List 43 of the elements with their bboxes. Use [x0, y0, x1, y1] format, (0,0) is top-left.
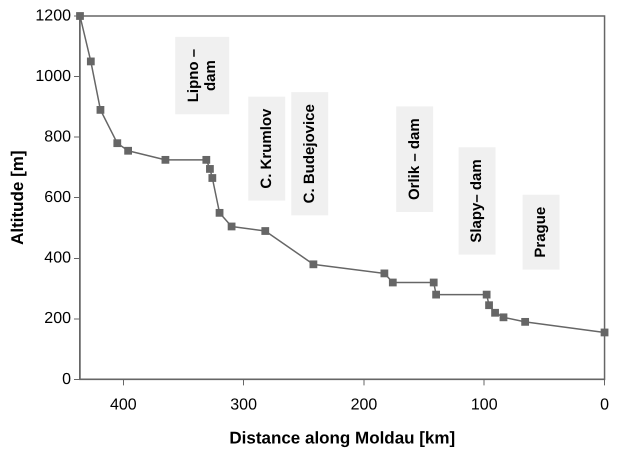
y-axis-title: Altitude [m] [8, 150, 27, 245]
point [206, 165, 214, 173]
x-tick-label: 100 [470, 396, 498, 414]
point [228, 222, 236, 230]
y-tick-label: 600 [44, 189, 72, 206]
point [202, 156, 210, 164]
point [96, 106, 104, 114]
point [388, 278, 397, 286]
point [432, 290, 440, 298]
y-tick-label: 800 [44, 128, 72, 146]
annotation: C. Budejovice [300, 104, 318, 204]
x-tick-label: 300 [230, 396, 258, 414]
point [162, 156, 170, 164]
point [261, 227, 270, 235]
point [208, 174, 216, 182]
x-tick-label: 0 [600, 396, 610, 414]
x-tick-label: 200 [350, 396, 378, 414]
y-tick-label: 0 [62, 370, 72, 388]
y-tick-label: 1000 [35, 68, 72, 85]
point [124, 146, 132, 155]
point [113, 139, 122, 148]
point [86, 58, 95, 66]
annotation: Orlik – dam [406, 118, 423, 200]
point [491, 308, 499, 317]
y-tick-label: 200 [44, 310, 72, 328]
point [380, 270, 388, 278]
point [216, 208, 224, 217]
point [485, 301, 493, 310]
annotation: Slapy– dam [468, 159, 486, 243]
point [310, 260, 318, 268]
point [482, 290, 491, 298]
annotation: C. Krumlov [258, 108, 275, 189]
point [76, 12, 84, 20]
y-tick-label: 400 [44, 250, 72, 267]
point [521, 318, 530, 326]
point [600, 328, 608, 336]
x-axis-title: Distance along Moldau [km] [229, 428, 456, 448]
point [430, 278, 438, 286]
x-tick-label: 400 [110, 396, 137, 414]
annotation: Prague [532, 206, 550, 258]
y-tick-label: 1200 [35, 7, 72, 24]
annotation: Lipno – dam [184, 48, 219, 102]
point [500, 313, 508, 322]
